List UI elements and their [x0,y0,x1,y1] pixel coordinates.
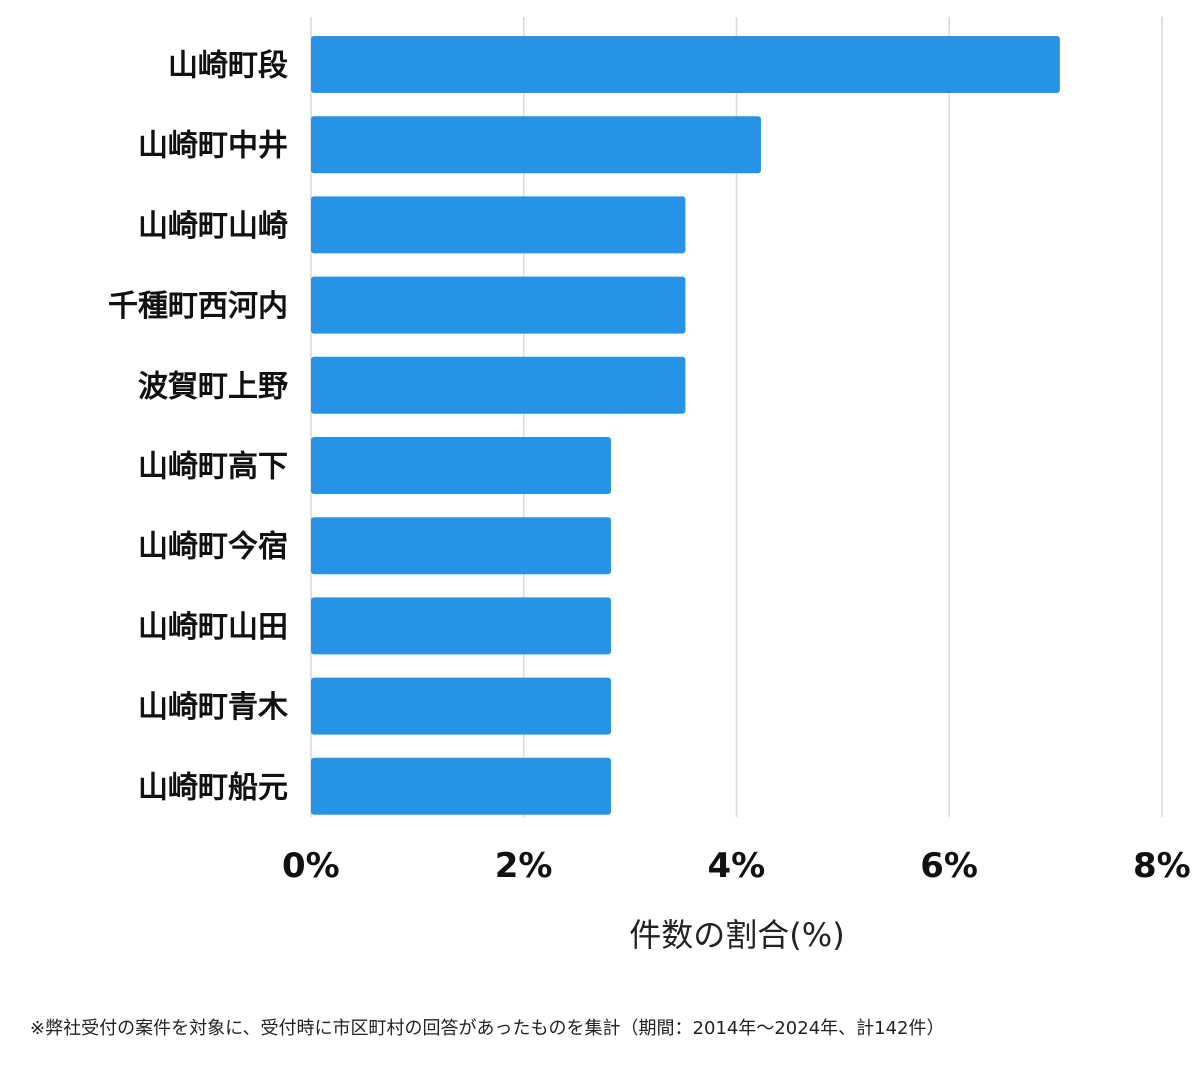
x-tick-label: 0% [282,846,340,886]
x-tick-label: 2% [495,846,553,886]
category-label: 山崎町船元 [138,770,288,805]
category-label: 山崎町青木 [138,690,288,725]
x-tick-labels: 0% 2% 4% 6% 8% [282,846,1191,886]
category-label: 山崎町山田 [138,610,288,645]
bar [311,437,611,494]
x-tick-label: 6% [920,846,978,886]
category-label: 山崎町今宿 [138,530,288,565]
bar [311,276,686,334]
bar-chart: 山崎町段山崎町中井山崎町山崎千種町西河内波賀町上野山崎町高下山崎町今宿山崎町山田… [108,17,1191,954]
category-label: 山崎町山崎 [138,209,288,244]
bar [311,677,611,735]
bar [311,757,611,815]
category-label: 山崎町高下 [138,450,288,485]
x-tick-label: 4% [708,846,766,886]
category-label: 波賀町上野 [138,369,288,404]
bar [311,597,611,655]
footnote: ※弊社受付の案件を対象に、受付時に市区町村の回答があったものを集計（期間：201… [30,1018,945,1039]
bar [311,36,1060,93]
bar [311,517,611,575]
bar [311,196,686,254]
category-label: 千種町西河内 [108,289,288,324]
bars [311,36,1060,815]
x-axis-title: 件数の割合(%) [629,916,844,954]
category-label: 山崎町中井 [138,129,288,164]
category-label: 山崎町段 [168,49,288,84]
bar [311,356,686,414]
bar [311,116,761,174]
category-labels: 山崎町段山崎町中井山崎町山崎千種町西河内波賀町上野山崎町高下山崎町今宿山崎町山田… [108,49,288,806]
x-tick-label: 8% [1133,846,1191,886]
